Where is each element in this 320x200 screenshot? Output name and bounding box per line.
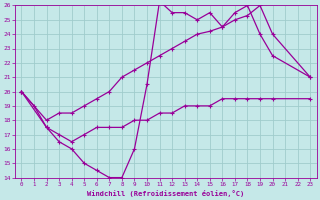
X-axis label: Windchill (Refroidissement éolien,°C): Windchill (Refroidissement éolien,°C) (87, 190, 244, 197)
